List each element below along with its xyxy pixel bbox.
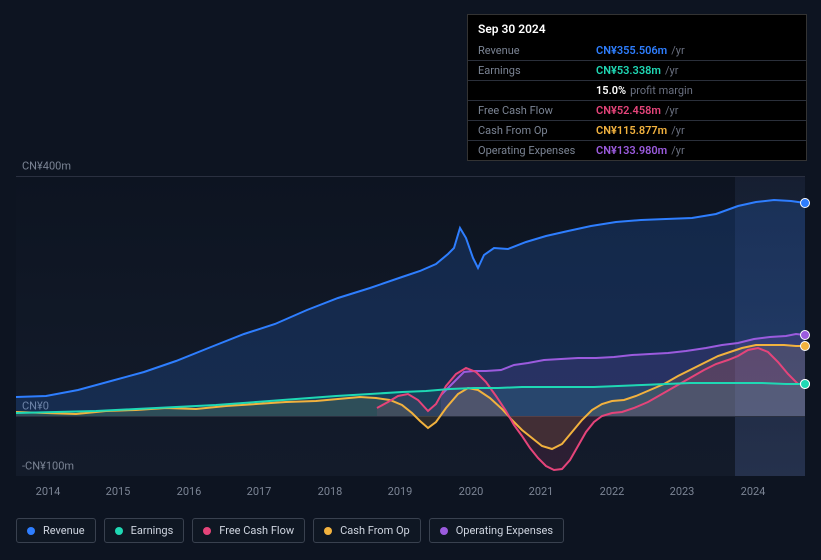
chart-plot[interactable] — [16, 176, 805, 476]
legend-label: Free Cash Flow — [219, 524, 294, 537]
tooltip-row-label: Cash From Op — [478, 125, 596, 136]
legend-swatch-icon — [440, 527, 448, 535]
series-marker-revenue — [800, 198, 810, 208]
legend-item-revenue[interactable]: Revenue — [16, 518, 96, 543]
tooltip-row-unit: /yr — [665, 105, 678, 116]
x-axis: 2014 2015 2016 2017 2018 2019 2020 2021 2022 2023… — [16, 485, 805, 505]
legend-swatch-icon — [115, 527, 123, 535]
tooltip-row-value: CN¥133.980m — [596, 145, 667, 156]
legend-item-operating_expenses[interactable]: Operating Expenses — [429, 518, 564, 543]
series-marker-cash_from_op — [800, 341, 810, 351]
tooltip-row: Free Cash FlowCN¥52.458m/yr — [468, 100, 806, 120]
x-axis-label: 2018 — [318, 485, 343, 498]
tooltip-row-unit: /yr — [671, 125, 684, 136]
legend-item-earnings[interactable]: Earnings — [104, 518, 185, 543]
legend-item-cash_from_op[interactable]: Cash From Op — [313, 518, 421, 543]
x-axis-label: 2023 — [670, 485, 695, 498]
x-axis-label: 2016 — [177, 485, 202, 498]
x-axis-label: 2021 — [529, 485, 554, 498]
legend-swatch-icon — [203, 527, 211, 535]
tooltip-row-value: CN¥115.877m — [596, 125, 667, 136]
series-marker-earnings — [800, 379, 810, 389]
tooltip-row-unit: /yr — [671, 45, 684, 56]
tooltip-row-unit: /yr — [671, 145, 684, 156]
tooltip-row-label — [478, 85, 596, 96]
tooltip-row: Cash From OpCN¥115.877m/yr — [468, 120, 806, 140]
tooltip-row-label: Revenue — [478, 45, 596, 56]
tooltip-row: 15.0% profit margin — [468, 80, 806, 100]
tooltip-date: Sep 30 2024 — [468, 15, 806, 41]
x-axis-label: 2017 — [247, 485, 272, 498]
tooltip-row: RevenueCN¥355.506m/yr — [468, 41, 806, 60]
tooltip-panel: Sep 30 2024 RevenueCN¥355.506m/yrEarning… — [467, 14, 807, 161]
tooltip-row-unit: profit margin — [630, 85, 693, 96]
x-axis-label: 2014 — [36, 485, 61, 498]
tooltip-row-label: Operating Expenses — [478, 145, 596, 156]
tooltip-row-value: CN¥355.506m — [596, 45, 667, 56]
legend-swatch-icon — [324, 527, 332, 535]
legend-label: Operating Expenses — [456, 524, 553, 537]
x-axis-label: 2022 — [600, 485, 625, 498]
legend-label: Cash From Op — [340, 524, 410, 537]
tooltip-row-value: 15.0% — [596, 85, 626, 96]
tooltip-row-unit: /yr — [665, 65, 678, 76]
chart-container: CN¥400mCN¥0-CN¥100m 20142015201620172018… — [0, 0, 821, 560]
tooltip-row: EarningsCN¥53.338m/yr — [468, 60, 806, 80]
tooltip-row-label: Earnings — [478, 65, 596, 76]
x-axis-label: 2019 — [388, 485, 413, 498]
legend-label: Earnings — [131, 524, 174, 537]
y-axis-label: CN¥400m — [22, 160, 71, 173]
legend-item-free_cash_flow[interactable]: Free Cash Flow — [192, 518, 305, 543]
legend-label: Revenue — [43, 524, 85, 537]
series-marker-operating_expenses — [800, 330, 810, 340]
x-axis-label: 2020 — [459, 485, 484, 498]
x-axis-label: 2024 — [741, 485, 766, 498]
x-axis-label: 2015 — [106, 485, 131, 498]
tooltip-row: Operating ExpensesCN¥133.980m/yr — [468, 140, 806, 160]
tooltip-row-value: CN¥52.458m — [596, 105, 661, 116]
legend: Revenue Earnings Free Cash Flow Cash From O… — [16, 518, 564, 543]
legend-swatch-icon — [27, 527, 35, 535]
tooltip-row-value: CN¥53.338m — [596, 65, 661, 76]
tooltip-row-label: Free Cash Flow — [478, 105, 596, 116]
